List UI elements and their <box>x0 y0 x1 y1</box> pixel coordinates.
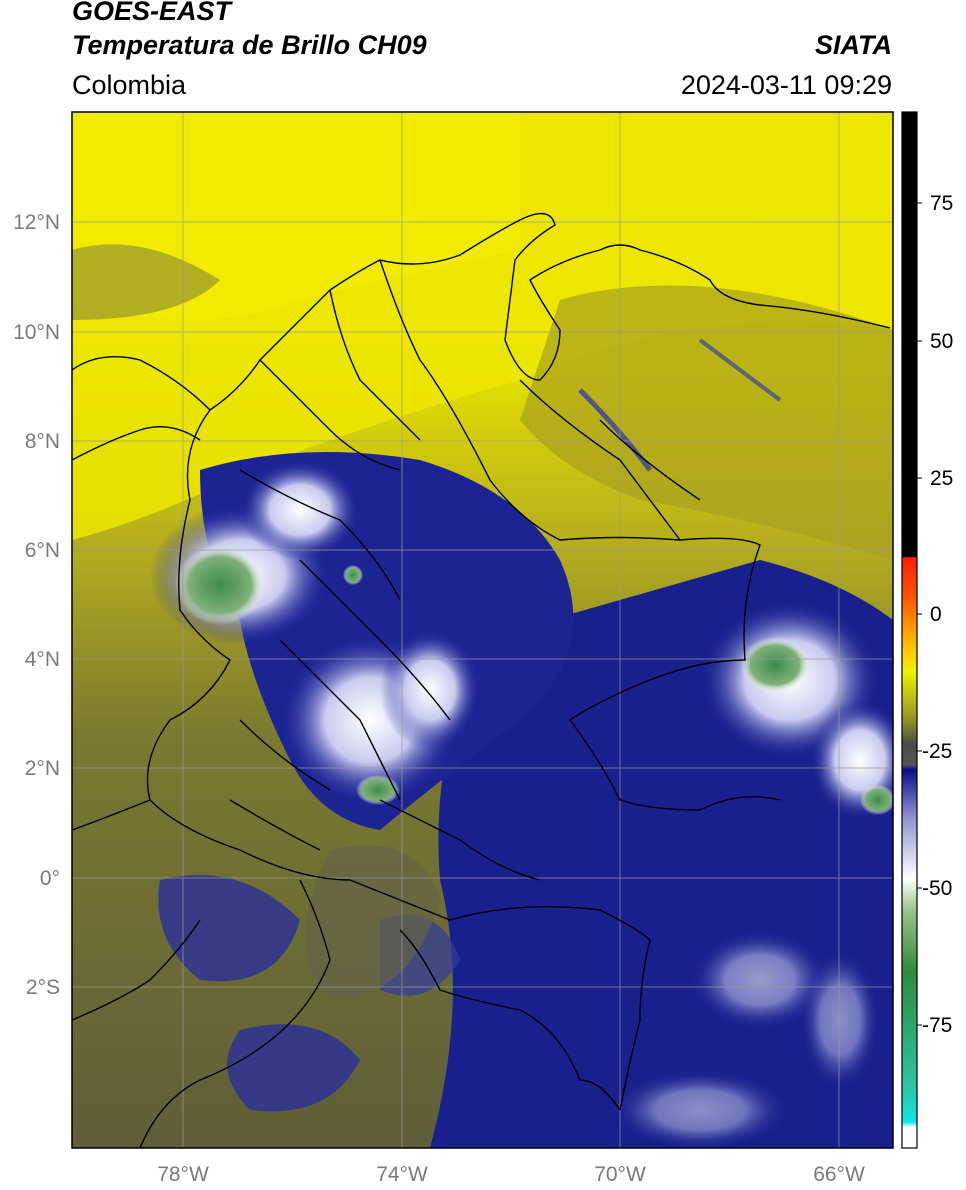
lat-label: 10°N <box>13 321 60 344</box>
colorbar-gradient <box>902 112 917 1148</box>
colorbar-tick: 25 <box>930 467 953 490</box>
map-frame <box>71 111 894 1149</box>
lon-label: 66°W <box>813 1163 865 1186</box>
lat-label: 2°S <box>26 976 60 999</box>
latitude-labels: 12°N 10°N 8°N 6°N 4°N 2°N 0° 2°S <box>13 211 60 999</box>
colorbar-tick: -75 <box>922 1014 952 1037</box>
lat-label: 0° <box>40 867 60 890</box>
source-label: SIATA <box>815 30 892 60</box>
lon-label: 70°W <box>594 1163 646 1186</box>
product-title: Temperatura de Brillo CH09 <box>72 30 427 60</box>
longitude-labels: 78°W 74°W 70°W 66°W <box>157 1163 865 1186</box>
lat-label: 6°N <box>25 539 60 562</box>
timestamp-label: 2024-03-11 09:29 <box>680 70 892 100</box>
political-boundaries <box>72 212 891 1148</box>
lat-label: 8°N <box>25 430 60 453</box>
graticule <box>72 112 893 1148</box>
colorbar-tick: 0 <box>930 603 942 626</box>
colorbar-tick: -25 <box>922 740 952 763</box>
colorbar-tick: -50 <box>922 877 952 900</box>
lon-label: 78°W <box>157 1163 209 1186</box>
colorbar-frame <box>901 111 918 1149</box>
colorbar-tick: 75 <box>930 192 953 215</box>
colorbar-tick: 50 <box>930 330 953 353</box>
satellite-title: GOES-EAST <box>72 0 232 26</box>
lon-label: 74°W <box>376 1163 428 1186</box>
colorbar: 75 50 25 0 -25 -50 -75 <box>901 111 953 1149</box>
lat-label: 4°N <box>25 648 60 671</box>
brightness-temperature-field <box>72 112 893 1148</box>
lat-label: 12°N <box>13 211 60 234</box>
lat-label: 2°N <box>25 757 60 780</box>
region-label: Colombia <box>72 70 187 100</box>
